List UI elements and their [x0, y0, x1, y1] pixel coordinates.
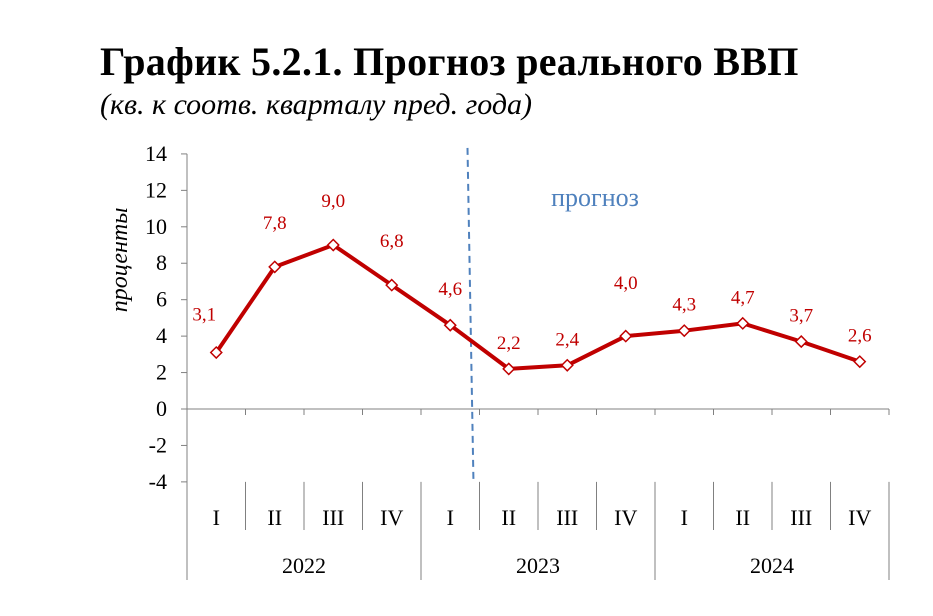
chart-axes	[181, 153, 890, 580]
quarter-label: III	[790, 505, 812, 530]
quarter-label: IV	[614, 505, 637, 530]
year-label: 2022	[282, 553, 326, 578]
data-point	[560, 358, 574, 372]
data-label: 6,8	[380, 231, 404, 252]
data-point	[619, 329, 633, 343]
quarter-label: I	[213, 505, 220, 530]
data-point	[502, 362, 516, 376]
data-point	[443, 318, 457, 332]
data-point	[677, 324, 691, 338]
chart-title: График 5.2.1. Прогноз реального ВВП	[100, 39, 799, 84]
data-label: 3,1	[192, 305, 216, 326]
data-label: 9,0	[321, 191, 345, 212]
y-tick-label: 2	[156, 360, 167, 385]
year-label: 2023	[516, 553, 560, 578]
data-point	[794, 335, 808, 349]
data-point	[385, 278, 399, 292]
gdp-series-line	[214, 243, 861, 371]
data-point	[268, 260, 282, 274]
data-point	[736, 316, 750, 330]
data-label: 3,7	[789, 306, 813, 327]
year-label: 2024	[750, 553, 794, 578]
y-tick-label: 10	[145, 214, 167, 239]
data-point	[853, 355, 867, 369]
data-label: 2,2	[497, 333, 521, 354]
y-tick-label: 6	[156, 287, 167, 312]
y-tick-label: 12	[145, 177, 167, 202]
y-tick-label: 8	[156, 250, 167, 275]
quarter-label: I	[447, 505, 454, 530]
data-label: 7,8	[263, 213, 287, 234]
quarter-label: I	[681, 505, 688, 530]
forecast-divider	[466, 147, 475, 484]
quarter-label: IV	[848, 505, 871, 530]
quarter-label: II	[735, 505, 750, 530]
data-point	[326, 238, 340, 252]
data-label: 2,4	[555, 329, 579, 350]
quarter-label: II	[501, 505, 516, 530]
y-tick-label: 4	[156, 323, 167, 348]
data-label: 4,6	[438, 279, 462, 300]
quarter-label: II	[267, 505, 282, 530]
quarter-label: IV	[380, 505, 403, 530]
data-label: 4,3	[672, 295, 696, 316]
chart-marks	[209, 147, 867, 484]
data-point	[209, 345, 223, 360]
data-label: 4,7	[731, 287, 755, 308]
forecast-annotation: прогноз	[551, 183, 639, 212]
y-tick-label: -2	[149, 432, 167, 457]
y-tick-label: -4	[149, 469, 167, 494]
chart-subtitle: (кв. к соотв. кварталу пред. года)	[100, 88, 533, 121]
data-label: 2,6	[848, 326, 872, 347]
quarter-label: III	[556, 505, 578, 530]
y-tick-label: 14	[145, 141, 167, 166]
quarter-label: III	[322, 505, 344, 530]
data-label: 4,0	[614, 273, 638, 294]
y-axis-title: проценты	[107, 208, 133, 313]
y-tick-label: 0	[156, 396, 167, 421]
